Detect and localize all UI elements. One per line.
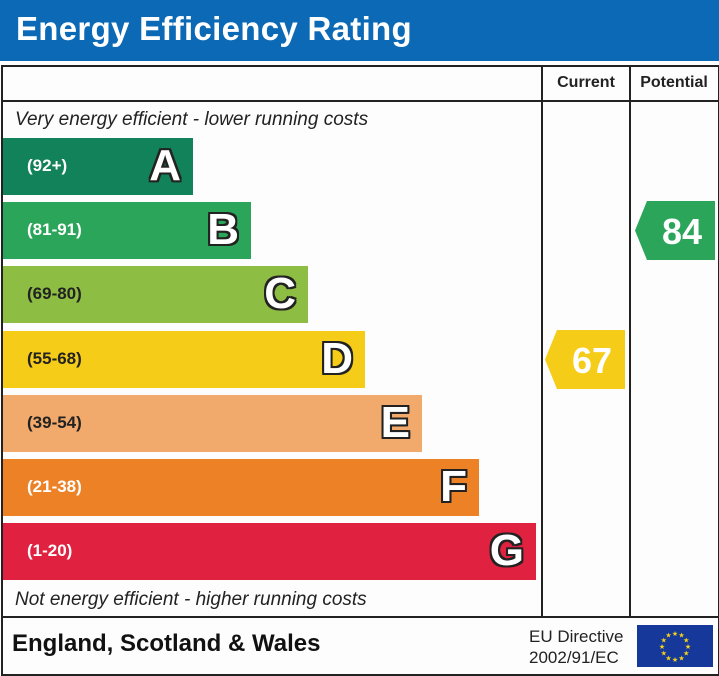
band-letter: F — [440, 462, 467, 511]
footer-divider — [1, 616, 718, 618]
band-range: (55-68) — [27, 349, 82, 368]
page-title: Energy Efficiency Rating — [16, 10, 412, 47]
eu-directive-line2: 2002/91/EC — [529, 648, 619, 667]
current-rating-arrow: 67 — [545, 330, 625, 389]
star-icon: ★ — [659, 643, 665, 651]
column-divider — [629, 65, 631, 618]
band-range: (92+) — [27, 156, 68, 175]
band-letter: B — [207, 205, 239, 254]
rating-band-a: (92+) A — [3, 138, 193, 195]
rating-band-e: (39-54) E — [3, 395, 422, 452]
rating-band-d: (55-68) D — [3, 331, 365, 388]
band-letter: E — [380, 398, 410, 447]
potential-rating-arrow: 84 — [635, 201, 715, 260]
band-letter: G — [489, 526, 524, 575]
star-icon: ★ — [683, 650, 689, 658]
footer-country: England, Scotland & Wales — [12, 630, 321, 657]
current-rating-value: 67 — [571, 340, 613, 381]
band-letter: C — [264, 269, 296, 318]
bottom-note: Not energy efficient - higher running co… — [15, 589, 367, 610]
column-divider — [541, 65, 543, 618]
star-icon: ★ — [672, 656, 678, 664]
eu-directive-line1: EU Directive — [529, 627, 624, 646]
star-icon: ★ — [672, 630, 678, 638]
star-icon: ★ — [665, 632, 671, 640]
rating-band-b: (81-91) B — [3, 202, 251, 259]
header-divider — [1, 100, 718, 102]
current-column-header: Current — [557, 74, 615, 91]
header-banner: Energy Efficiency Rating — [0, 0, 719, 61]
band-range: (1-20) — [27, 541, 73, 560]
star-icon: ★ — [661, 637, 667, 645]
star-icon: ★ — [683, 637, 689, 645]
rating-band-f: (21-38) F — [3, 459, 479, 516]
band-range: (39-54) — [27, 413, 82, 432]
band-range: (81-91) — [27, 220, 82, 239]
eu-flag-icon: ★ ★ ★ ★ ★ ★ ★ ★ ★ ★ ★ ★ — [637, 625, 713, 667]
band-range: (69-80) — [27, 284, 82, 303]
star-icon: ★ — [661, 650, 667, 658]
star-icon: ★ — [678, 632, 684, 640]
potential-rating-value: 84 — [661, 211, 703, 252]
top-note: Very energy efficient - lower running co… — [15, 109, 369, 130]
rating-band-c: (69-80) C — [3, 266, 308, 323]
band-letter: A — [149, 141, 181, 190]
star-icon: ★ — [685, 643, 691, 651]
potential-column-header: Potential — [640, 74, 708, 91]
band-letter: D — [321, 334, 353, 383]
band-range: (21-38) — [27, 477, 82, 496]
rating-band-g: (1-20) G — [3, 523, 536, 580]
star-icon: ★ — [665, 654, 671, 662]
star-icon: ★ — [678, 654, 684, 662]
eu-directive: EU Directive 2002/91/EC — [529, 626, 623, 668]
